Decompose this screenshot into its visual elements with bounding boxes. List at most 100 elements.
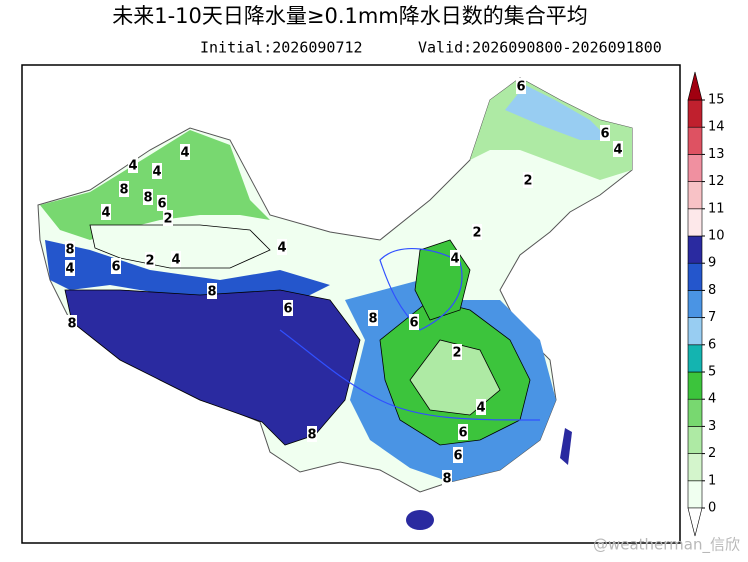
label-bg bbox=[453, 447, 463, 463]
contour-label: 8 bbox=[307, 428, 316, 443]
contour-label: 6 bbox=[157, 197, 166, 212]
colorbar-tick-label: 7 bbox=[708, 310, 716, 325]
contour-label: 8 bbox=[442, 472, 451, 487]
label-bg bbox=[277, 239, 287, 255]
label-bg bbox=[143, 189, 153, 205]
label-bg bbox=[65, 241, 75, 257]
contour-label: 6 bbox=[453, 449, 462, 464]
colorbar-tick-label: 6 bbox=[708, 337, 716, 352]
contour-label: 4 bbox=[101, 206, 110, 221]
colorbar-cell bbox=[687, 99, 703, 128]
label-bg bbox=[145, 252, 155, 268]
colorbar-cell bbox=[687, 371, 703, 400]
colorbar-under bbox=[687, 507, 703, 537]
contour-label: 6 bbox=[111, 260, 120, 275]
label-bg bbox=[307, 426, 317, 442]
colorbar-tick-label: 3 bbox=[708, 419, 716, 434]
central-dry bbox=[409, 339, 501, 416]
colorbar-tick-label: 9 bbox=[708, 256, 716, 271]
label-bg bbox=[101, 204, 111, 220]
label-bg bbox=[613, 141, 623, 157]
label-bg bbox=[476, 399, 486, 415]
colorbar-cell bbox=[687, 154, 703, 182]
label-bg bbox=[458, 424, 468, 440]
contour-label: 8 bbox=[67, 317, 76, 332]
colorbar-tick-label: 15 bbox=[708, 93, 725, 108]
colorbar-cell bbox=[687, 262, 703, 291]
contour-label: 8 bbox=[207, 285, 216, 300]
contour-label: 8 bbox=[143, 191, 152, 206]
label-bg bbox=[368, 310, 378, 326]
contour-label: 4 bbox=[476, 401, 485, 416]
contour-label: 8 bbox=[119, 183, 128, 198]
label-bg bbox=[409, 314, 419, 330]
label-bg bbox=[452, 344, 462, 360]
colorbar-cell bbox=[687, 181, 703, 210]
colorbar-tick-label: 13 bbox=[708, 147, 725, 162]
colorbar-cell bbox=[687, 235, 703, 264]
contour-label: 6 bbox=[283, 302, 292, 317]
contour-label: 8 bbox=[65, 243, 74, 258]
contour-label: 2 bbox=[452, 346, 461, 361]
contour-label: 4 bbox=[180, 146, 189, 161]
label-bg bbox=[128, 157, 138, 173]
northeast-wet bbox=[505, 85, 610, 140]
contour-label: 4 bbox=[450, 252, 459, 267]
contour-label: 6 bbox=[600, 127, 609, 142]
label-bg bbox=[152, 163, 162, 179]
contour-label: 6 bbox=[458, 426, 467, 441]
label-bg bbox=[163, 210, 173, 226]
label-bg bbox=[67, 315, 77, 331]
label-bg bbox=[180, 144, 190, 160]
colorbar-cell bbox=[687, 453, 703, 482]
initial-time: Initial:2026090712 bbox=[200, 39, 363, 57]
contour-label: 6 bbox=[516, 80, 525, 95]
contour-label: 4 bbox=[277, 241, 286, 256]
colorbar-tick-label: 1 bbox=[708, 473, 716, 488]
tianshan-zone bbox=[40, 130, 270, 240]
label-bg bbox=[516, 78, 526, 94]
colorbar-tick-label: 2 bbox=[708, 446, 716, 461]
contour-label: 2 bbox=[163, 212, 172, 227]
watermark: @weatherman_信欣 bbox=[593, 536, 740, 555]
label-bg bbox=[207, 283, 217, 299]
taiwan bbox=[560, 428, 572, 465]
colorbar-tick-label: 10 bbox=[708, 229, 725, 244]
label-bg bbox=[442, 470, 452, 486]
contour-label: 2 bbox=[523, 174, 532, 189]
contour-label: 2 bbox=[472, 226, 481, 241]
contour-label: 4 bbox=[613, 143, 622, 158]
label-bg bbox=[283, 300, 293, 316]
label-bg bbox=[450, 250, 460, 266]
colorbar-over bbox=[687, 71, 703, 101]
title: 未来1-10天日降水量≥0.1mm降水日数的集合平均 bbox=[112, 4, 588, 28]
contour-label: 4 bbox=[171, 253, 180, 268]
colorbar-cell bbox=[687, 426, 703, 454]
colorbar-cell bbox=[687, 126, 703, 155]
colorbar-tick-label: 8 bbox=[708, 283, 716, 298]
label-bg bbox=[157, 195, 167, 211]
river bbox=[279, 329, 541, 421]
colorbar-cell bbox=[687, 290, 703, 318]
label-bg bbox=[600, 125, 610, 141]
colorbar-cell bbox=[687, 398, 703, 427]
kunlun-band bbox=[45, 240, 330, 300]
colorbar-tick-label: 14 bbox=[708, 120, 725, 135]
colorbar-tick-label: 11 bbox=[708, 201, 725, 216]
contour-label: 4 bbox=[65, 262, 74, 277]
colorbar-tick-label: 5 bbox=[708, 365, 716, 380]
label-bg bbox=[65, 260, 75, 276]
river bbox=[379, 248, 463, 331]
contour-label: 2 bbox=[145, 254, 154, 269]
colorbar-cell bbox=[687, 208, 703, 237]
contour-label: 4 bbox=[128, 159, 137, 174]
contour-label: 8 bbox=[368, 312, 377, 327]
label-bg bbox=[111, 258, 121, 274]
colorbar-cell bbox=[687, 344, 703, 373]
colorbar-tick-label: 0 bbox=[708, 501, 716, 516]
colorbar-tick-label: 4 bbox=[708, 392, 716, 407]
